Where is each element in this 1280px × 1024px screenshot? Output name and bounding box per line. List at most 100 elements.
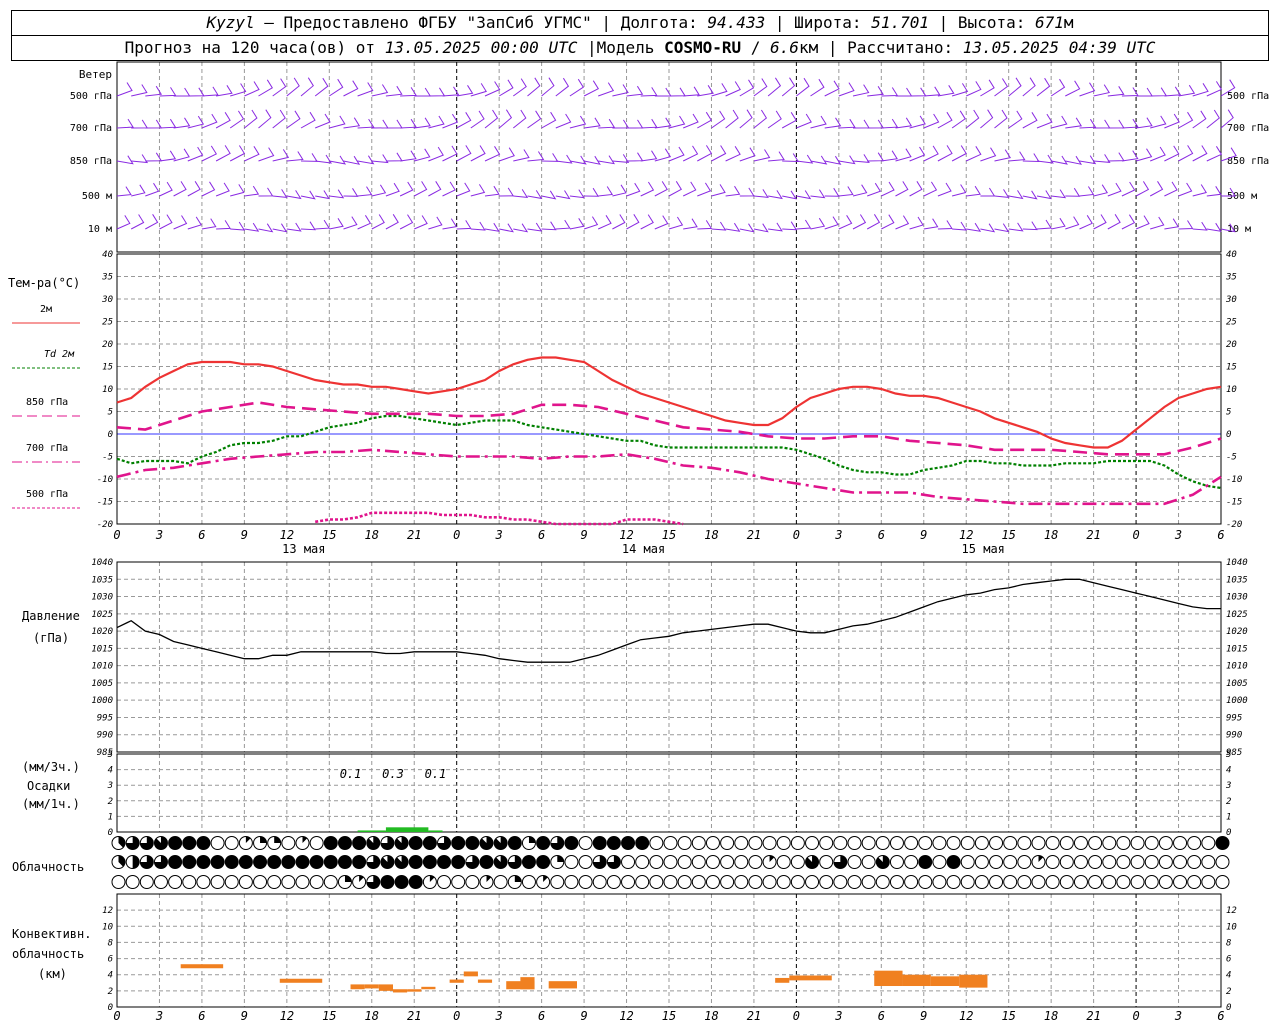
cloud-circle-outline: [805, 836, 820, 850]
cloud-circle-high: [153, 836, 168, 850]
cloud-circle-high: [224, 836, 239, 850]
cloud-circle-outline: [677, 855, 692, 869]
wind-barb: [980, 79, 995, 97]
cloud-circle-low: [847, 875, 862, 889]
cloud-circle-mid: [437, 855, 452, 869]
y-tick-label-left: 0: [108, 828, 113, 838]
cloud-circle-low: [550, 875, 565, 889]
wind-barb: [980, 147, 997, 162]
wind-barb: [682, 145, 699, 162]
wind-barb: [626, 152, 644, 162]
x-tick-label: 9: [580, 528, 587, 542]
wind-barb: [867, 152, 885, 162]
cloud-circle-low: [776, 875, 791, 889]
cloud-circle-mid: [1201, 855, 1216, 869]
wind-barb: [1036, 77, 1051, 97]
cloud-circle-outline: [989, 855, 1004, 869]
cloud-circle-mid: [479, 855, 494, 869]
wind-barb: [173, 148, 190, 162]
wind-barb: [400, 118, 417, 129]
y-tick-label-right: 5: [1226, 750, 1231, 760]
x-tick-label-bottom: 21: [747, 1009, 761, 1023]
header-dash: –: [254, 13, 284, 32]
y-tick-label-left: 995: [97, 713, 113, 723]
wind-barb: [584, 155, 601, 165]
cloud-circle-outline: [592, 875, 607, 889]
conv-unit-label: (км): [38, 967, 67, 981]
wind-barb: [1079, 186, 1095, 197]
altitude-value: 671: [1035, 13, 1064, 32]
wind-barb: [1206, 186, 1222, 197]
cloud-fill-part: [805, 855, 819, 869]
provider-text: Предоставлено ФГБУ "ЗапСиб УГМС": [283, 13, 592, 32]
wind-barb: [272, 149, 290, 162]
longitude-label: Долгота:: [620, 13, 698, 32]
cloud-circle-outline: [1017, 855, 1032, 869]
cloud-circle-low: [1045, 875, 1060, 889]
cloud-circle-mid: [536, 855, 551, 869]
y-tick-label-right: 6: [1226, 955, 1231, 965]
cloud-circle-high: [904, 836, 919, 850]
cloud-circle-low: [1116, 875, 1131, 889]
cloud-circle-low: [932, 875, 947, 889]
cloud-circle-outline: [1031, 836, 1046, 850]
y-tick-label-right: 1025: [1226, 610, 1248, 620]
latitude-label: Широта:: [794, 13, 862, 32]
temp-axis-label: Тем-ра(°C): [8, 276, 80, 290]
cloud-fill-full: [451, 855, 465, 869]
cloud-circle-low: [521, 875, 536, 889]
wind-barb: [739, 223, 755, 233]
wind-barb: [1079, 155, 1097, 165]
wind-barb: [357, 82, 374, 97]
wind-barb: [796, 113, 812, 129]
wind-barb: [994, 189, 1010, 198]
wind-barb: [711, 110, 726, 129]
wind-barb: [484, 185, 500, 197]
cloud-circle-low: [592, 875, 607, 889]
cloud-circle-high: [253, 836, 268, 850]
wind-barb: [1022, 190, 1038, 200]
wind-barb: [414, 117, 431, 129]
wind-barb: [668, 146, 685, 162]
cloud-circle-outline: [875, 875, 890, 889]
series-t850: [116, 401, 1222, 456]
conv-hgrid: [117, 909, 1221, 1008]
wind-barb: [810, 155, 828, 165]
wind-barb: [1036, 190, 1052, 200]
cloud-circle-high: [422, 836, 437, 850]
wind-barb: [541, 111, 557, 129]
separator: |: [601, 13, 612, 32]
y-tick-label-right: 1020: [1226, 627, 1248, 637]
y-tick-label-left: 1015: [91, 644, 113, 654]
wind-barb: [1065, 187, 1081, 197]
wind-barb: [541, 153, 559, 162]
cloud-fill-full: [508, 836, 522, 850]
cloud-circle-mid: [677, 855, 692, 869]
cloud-fill-full: [168, 855, 182, 869]
cloud-circle-high: [309, 836, 324, 850]
wind-barb: [216, 85, 233, 97]
cloud-circle-outline: [904, 855, 919, 869]
wind-barb: [683, 113, 699, 129]
wind-barb: [598, 118, 616, 129]
cloud-circle-outline: [748, 836, 763, 850]
cloud-fill-part: [833, 855, 847, 869]
cloud-circle-mid: [493, 855, 508, 869]
cloud-circle-outline: [295, 875, 310, 889]
wind-barb: [131, 84, 148, 97]
y-tick-label-left: 40: [102, 250, 113, 260]
cloud-circle-low: [889, 875, 904, 889]
wind-barb: [1051, 189, 1067, 199]
cloud-fill-full: [211, 855, 225, 869]
cloud-circle-outline: [578, 875, 593, 889]
cloud-circle-outline: [960, 855, 975, 869]
wind-barb: [456, 145, 472, 162]
cloud-circle-outline: [790, 855, 805, 869]
cloud-circle-high: [663, 836, 678, 850]
x-tick-label-bottom: 3: [495, 1009, 503, 1023]
cloud-circle-outline: [776, 855, 791, 869]
cloud-fill-part: [366, 875, 380, 889]
conv-bar: [477, 979, 493, 983]
wind-barb: [470, 145, 486, 162]
y-tick-label-left: -20: [97, 520, 113, 530]
